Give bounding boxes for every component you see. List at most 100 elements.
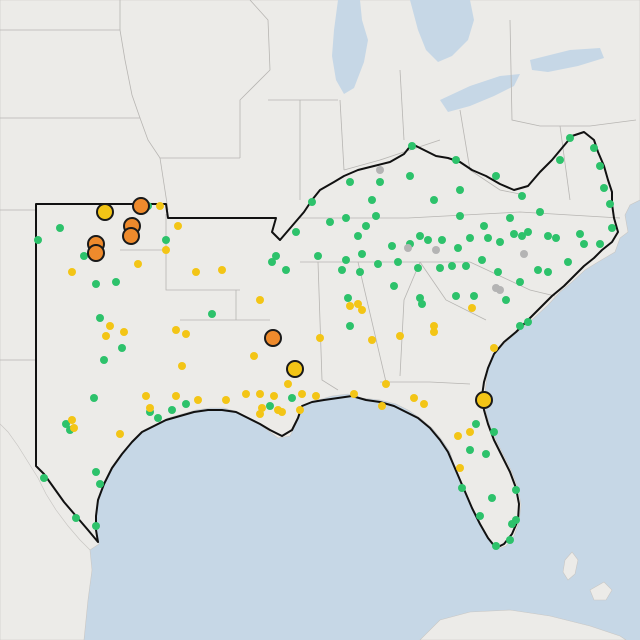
station-marker-moderate[interactable] [270,392,278,400]
station-marker-good[interactable] [484,234,492,242]
station-marker-good[interactable] [96,314,104,322]
station-marker-good[interactable] [492,542,500,550]
station-marker-good[interactable] [490,428,498,436]
station-marker-good[interactable] [508,520,516,528]
station-marker-moderate[interactable] [454,432,462,440]
station-marker-moderate[interactable] [116,430,124,438]
station-marker-good[interactable] [118,344,126,352]
station-marker-good[interactable] [466,446,474,454]
station-marker-high[interactable] [87,244,105,262]
station-marker-good[interactable] [72,514,80,522]
station-marker-good[interactable] [544,232,552,240]
station-marker-good[interactable] [566,134,574,142]
station-marker-good[interactable] [168,406,176,414]
station-marker-good[interactable] [502,296,510,304]
station-marker-good[interactable] [208,310,216,318]
station-marker-good[interactable] [518,192,526,200]
station-marker-moderate[interactable] [354,300,362,308]
station-marker-good[interactable] [606,200,614,208]
station-marker-unknown[interactable] [376,166,384,174]
station-marker-good[interactable] [516,278,524,286]
station-marker-good[interactable] [406,172,414,180]
station-marker-good[interactable] [536,208,544,216]
station-marker-moderate[interactable] [278,408,286,416]
station-marker-good[interactable] [388,242,396,250]
station-marker-good[interactable] [112,278,120,286]
station-marker-moderate[interactable] [430,322,438,330]
station-marker-moderate[interactable] [475,391,493,409]
station-marker-good[interactable] [282,266,290,274]
station-marker-good[interactable] [556,156,564,164]
station-marker-moderate[interactable] [378,402,386,410]
station-marker-moderate[interactable] [286,360,304,378]
station-marker-good[interactable] [488,494,496,502]
station-marker-good[interactable] [96,480,104,488]
station-marker-moderate[interactable] [316,334,324,342]
station-marker-good[interactable] [394,258,402,266]
station-marker-moderate[interactable] [218,266,226,274]
station-marker-good[interactable] [510,230,518,238]
station-marker-good[interactable] [452,292,460,300]
station-marker-good[interactable] [342,256,350,264]
station-marker-good[interactable] [374,260,382,268]
station-marker-moderate[interactable] [256,390,264,398]
station-marker-moderate[interactable] [284,380,292,388]
station-marker-good[interactable] [100,356,108,364]
station-marker-moderate[interactable] [172,392,180,400]
station-marker-moderate[interactable] [120,328,128,336]
station-marker-moderate[interactable] [142,392,150,400]
station-marker-good[interactable] [414,264,422,272]
station-marker-unknown[interactable] [520,250,528,258]
station-marker-moderate[interactable] [68,416,76,424]
station-marker-moderate[interactable] [468,304,476,312]
station-marker-moderate[interactable] [256,296,264,304]
station-marker-good[interactable] [342,214,350,222]
station-marker-good[interactable] [544,268,552,276]
station-marker-good[interactable] [534,266,542,274]
station-marker-moderate[interactable] [296,406,304,414]
station-marker-good[interactable] [472,420,480,428]
station-marker-moderate[interactable] [358,306,366,314]
station-marker-good[interactable] [492,172,500,180]
station-marker-good[interactable] [448,262,456,270]
station-marker-good[interactable] [292,228,300,236]
station-marker-moderate[interactable] [68,268,76,276]
station-marker-good[interactable] [552,234,560,242]
station-marker-good[interactable] [358,250,366,258]
station-marker-good[interactable] [482,450,490,458]
station-marker-moderate[interactable] [396,332,404,340]
station-marker-moderate[interactable] [192,268,200,276]
station-marker-good[interactable] [466,234,474,242]
station-marker-good[interactable] [480,222,488,230]
station-marker-moderate[interactable] [350,390,358,398]
station-marker-good[interactable] [346,322,354,330]
station-marker-moderate[interactable] [182,330,190,338]
station-marker-good[interactable] [314,252,322,260]
station-marker-good[interactable] [408,142,416,150]
station-marker-good[interactable] [524,228,532,236]
station-marker-good[interactable] [564,258,572,266]
station-marker-moderate[interactable] [70,424,78,432]
station-marker-good[interactable] [80,252,88,260]
station-marker-high[interactable] [264,329,282,347]
station-marker-moderate[interactable] [490,344,498,352]
station-marker-moderate[interactable] [256,410,264,418]
station-marker-good[interactable] [478,256,486,264]
station-marker-good[interactable] [356,268,364,276]
station-marker-good[interactable] [266,402,274,410]
station-marker-good[interactable] [390,282,398,290]
station-marker-good[interactable] [456,186,464,194]
station-marker-good[interactable] [518,232,526,240]
station-marker-good[interactable] [524,318,532,326]
station-marker-good[interactable] [56,224,64,232]
station-marker-moderate[interactable] [312,392,320,400]
station-marker-good[interactable] [438,236,446,244]
station-marker-good[interactable] [92,468,100,476]
station-marker-good[interactable] [608,224,616,232]
station-marker-moderate[interactable] [346,302,354,310]
station-marker-good[interactable] [62,420,70,428]
station-marker-moderate[interactable] [368,336,376,344]
station-marker-good[interactable] [516,322,524,330]
station-marker-high[interactable] [122,227,140,245]
